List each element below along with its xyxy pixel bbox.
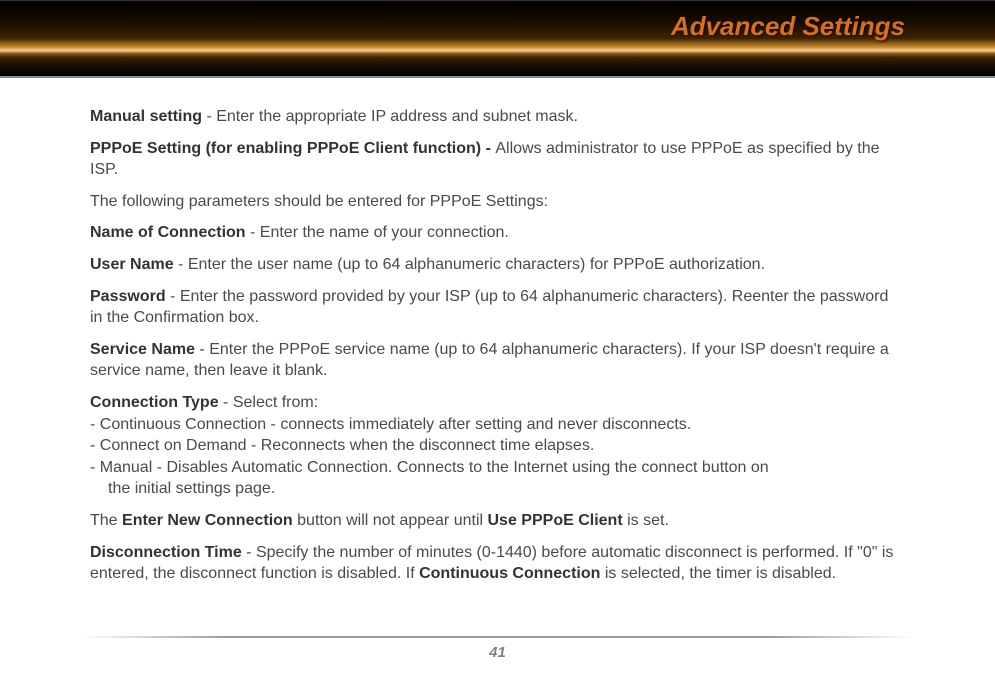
conntype-item-manual-line2: the initial settings page. [90, 478, 905, 500]
content-body: Manual setting - Enter the appropriate I… [0, 78, 995, 585]
text-servicename: - Enter the PPPoE service name (up to 64… [90, 341, 889, 380]
para-pppoe: PPPoE Setting (for enabling PPPoE Client… [90, 138, 905, 181]
label-servicename: Service Name [90, 341, 195, 358]
para-conntype: Connection Type - Select from: - Continu… [90, 392, 905, 500]
para-following: The following parameters should be enter… [90, 191, 905, 213]
conntype-item-demand: - Connect on Demand - Reconnects when th… [90, 435, 905, 457]
label-continuous-conn: Continuous Connection [419, 565, 600, 582]
footer-divider [80, 636, 915, 638]
label-use-pppoe: Use PPPoE Client [488, 512, 623, 529]
label-conntype: Connection Type [90, 394, 219, 411]
label-enter-new-conn: Enter New Connection [122, 512, 293, 529]
text-enter2: button will not appear until [293, 512, 488, 529]
conntype-item-continuous: - Continuous Connection - connects immed… [90, 414, 905, 436]
text-conntype: - Select from: [219, 394, 319, 411]
text-password: - Enter the password provided by your IS… [90, 288, 888, 327]
text-manual: - Enter the appropriate IP address and s… [202, 108, 578, 125]
text-disc2: is selected, the timer is disabled. [600, 565, 836, 582]
label-password: Password [90, 288, 166, 305]
text-enter3: is set. [623, 512, 669, 529]
text-enter1: The [90, 512, 122, 529]
header-title: Advanced Settings [671, 11, 905, 42]
label-username: User Name [90, 256, 174, 273]
label-disconnection: Disconnection Time [90, 544, 242, 561]
para-manual: Manual setting - Enter the appropriate I… [90, 106, 905, 128]
text-nameconn: - Enter the name of your connection. [246, 224, 509, 241]
para-disconnection: Disconnection Time - Specify the number … [90, 542, 905, 585]
para-servicename: Service Name - Enter the PPPoE service n… [90, 339, 905, 382]
para-username: User Name - Enter the user name (up to 6… [90, 254, 905, 276]
page-header: Advanced Settings [0, 0, 995, 78]
label-manual: Manual setting [90, 108, 202, 125]
label-nameconn: Name of Connection [90, 224, 246, 241]
page-number: 41 [0, 644, 995, 661]
para-password: Password - Enter the password provided b… [90, 286, 905, 329]
para-enter-new-conn: The Enter New Connection button will not… [90, 510, 905, 532]
para-nameconn: Name of Connection - Enter the name of y… [90, 222, 905, 244]
label-pppoe: PPPoE Setting (for enabling PPPoE Client… [90, 140, 495, 157]
page-footer: 41 [0, 636, 995, 661]
text-username: - Enter the user name (up to 64 alphanum… [174, 256, 765, 273]
conntype-item-manual-line1: - Manual - Disables Automatic Connection… [90, 457, 905, 479]
conntype-list: - Continuous Connection - connects immed… [90, 414, 905, 500]
